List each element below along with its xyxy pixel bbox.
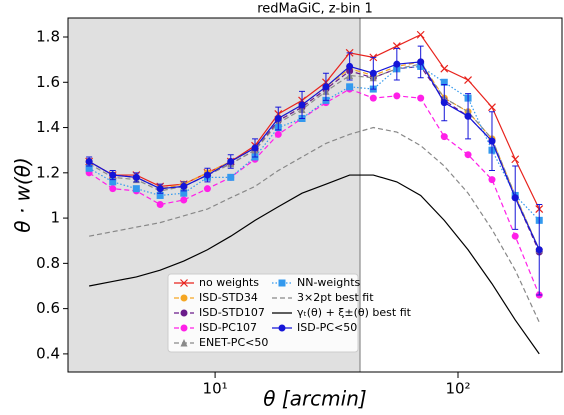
legend-label: ISD-PC107: [199, 321, 257, 334]
marker: [417, 58, 425, 66]
legend-label: ISD-STD107: [199, 306, 265, 319]
legend-label: ISD-STD34: [199, 291, 258, 304]
legend-label: no weights: [199, 276, 259, 289]
marker: [156, 185, 164, 193]
marker: [417, 94, 425, 102]
marker: [440, 78, 448, 86]
chart-title: redMaGiC, z-bin 1: [257, 2, 373, 17]
marker: [180, 279, 188, 287]
marker: [511, 194, 519, 202]
series-line: [89, 174, 540, 355]
legend-box: [167, 273, 359, 353]
y-axis-label: θ · w(θ): [11, 157, 35, 233]
series-line: [88, 63, 540, 251]
marker: [440, 64, 449, 73]
marker: [416, 30, 425, 39]
marker: [511, 155, 520, 164]
marker: [109, 171, 117, 179]
marker: [298, 101, 306, 109]
x-tick-label: 10²: [445, 380, 470, 398]
marker: [85, 164, 93, 172]
legend-label: ISD-PC<50: [297, 321, 357, 334]
marker: [440, 133, 448, 141]
x-tick-label: 10¹: [203, 380, 228, 398]
marker: [132, 185, 140, 193]
series-line: [88, 33, 540, 210]
marker: [464, 112, 472, 120]
marker: [180, 324, 188, 332]
marker: [251, 144, 259, 152]
y-tick-label: 0.8: [36, 254, 60, 272]
marker: [535, 246, 543, 254]
marker: [109, 178, 117, 186]
marker: [227, 158, 235, 166]
marker: [278, 324, 286, 332]
marker: [322, 83, 330, 91]
plot-frame: [67, 17, 563, 373]
legend-label: γₜ(θ) + ξ±(θ) best fit: [297, 306, 412, 319]
marker: [180, 196, 188, 204]
marker: [180, 294, 188, 302]
marker: [132, 173, 140, 181]
marker: [274, 130, 282, 138]
marker: [511, 232, 519, 240]
marker: [227, 173, 235, 181]
marker: [278, 279, 286, 287]
marker: [274, 114, 282, 122]
marker: [85, 158, 93, 166]
marker: [156, 191, 164, 199]
marker: [464, 76, 472, 84]
legend: no weights ISD-STD34 ISD-STD107 ISD-PC107 EN…: [167, 273, 412, 353]
series-line: [89, 126, 540, 323]
marker: [393, 60, 401, 68]
marker: [488, 137, 496, 145]
marker: [369, 69, 377, 77]
marker: [464, 151, 472, 159]
marker: [440, 99, 448, 107]
marker: [180, 189, 188, 197]
marker: [180, 339, 188, 347]
series-line: [88, 88, 540, 296]
series-line: [88, 61, 540, 251]
marker: [346, 62, 354, 70]
y-tick-label: 1.2: [36, 163, 60, 181]
marker: [488, 103, 496, 112]
marker: [109, 185, 117, 193]
marker: [346, 83, 354, 91]
marker: [203, 185, 211, 193]
y-tick-label: 0.6: [36, 299, 60, 317]
marker: [488, 176, 496, 184]
x-axis-label: θ [arcmin]: [263, 387, 366, 411]
y-tick-label: 1.6: [36, 73, 60, 91]
y-tick-label: 0.4: [36, 344, 60, 362]
marker: [369, 94, 377, 102]
y-tick-label: 1: [50, 209, 60, 227]
legend-label: 3×2pt best fit: [297, 291, 374, 304]
marker: [156, 201, 164, 209]
marker: [180, 182, 188, 190]
marker: [393, 92, 401, 100]
legend-label: ENET-PC<50: [199, 336, 268, 349]
y-tick-label: 1.8: [36, 28, 60, 46]
y-tick-label: 1.4: [36, 118, 60, 136]
marker: [203, 171, 211, 179]
series-line: [88, 65, 540, 221]
marker: [180, 309, 188, 317]
legend-label: NN-weights: [297, 276, 361, 289]
